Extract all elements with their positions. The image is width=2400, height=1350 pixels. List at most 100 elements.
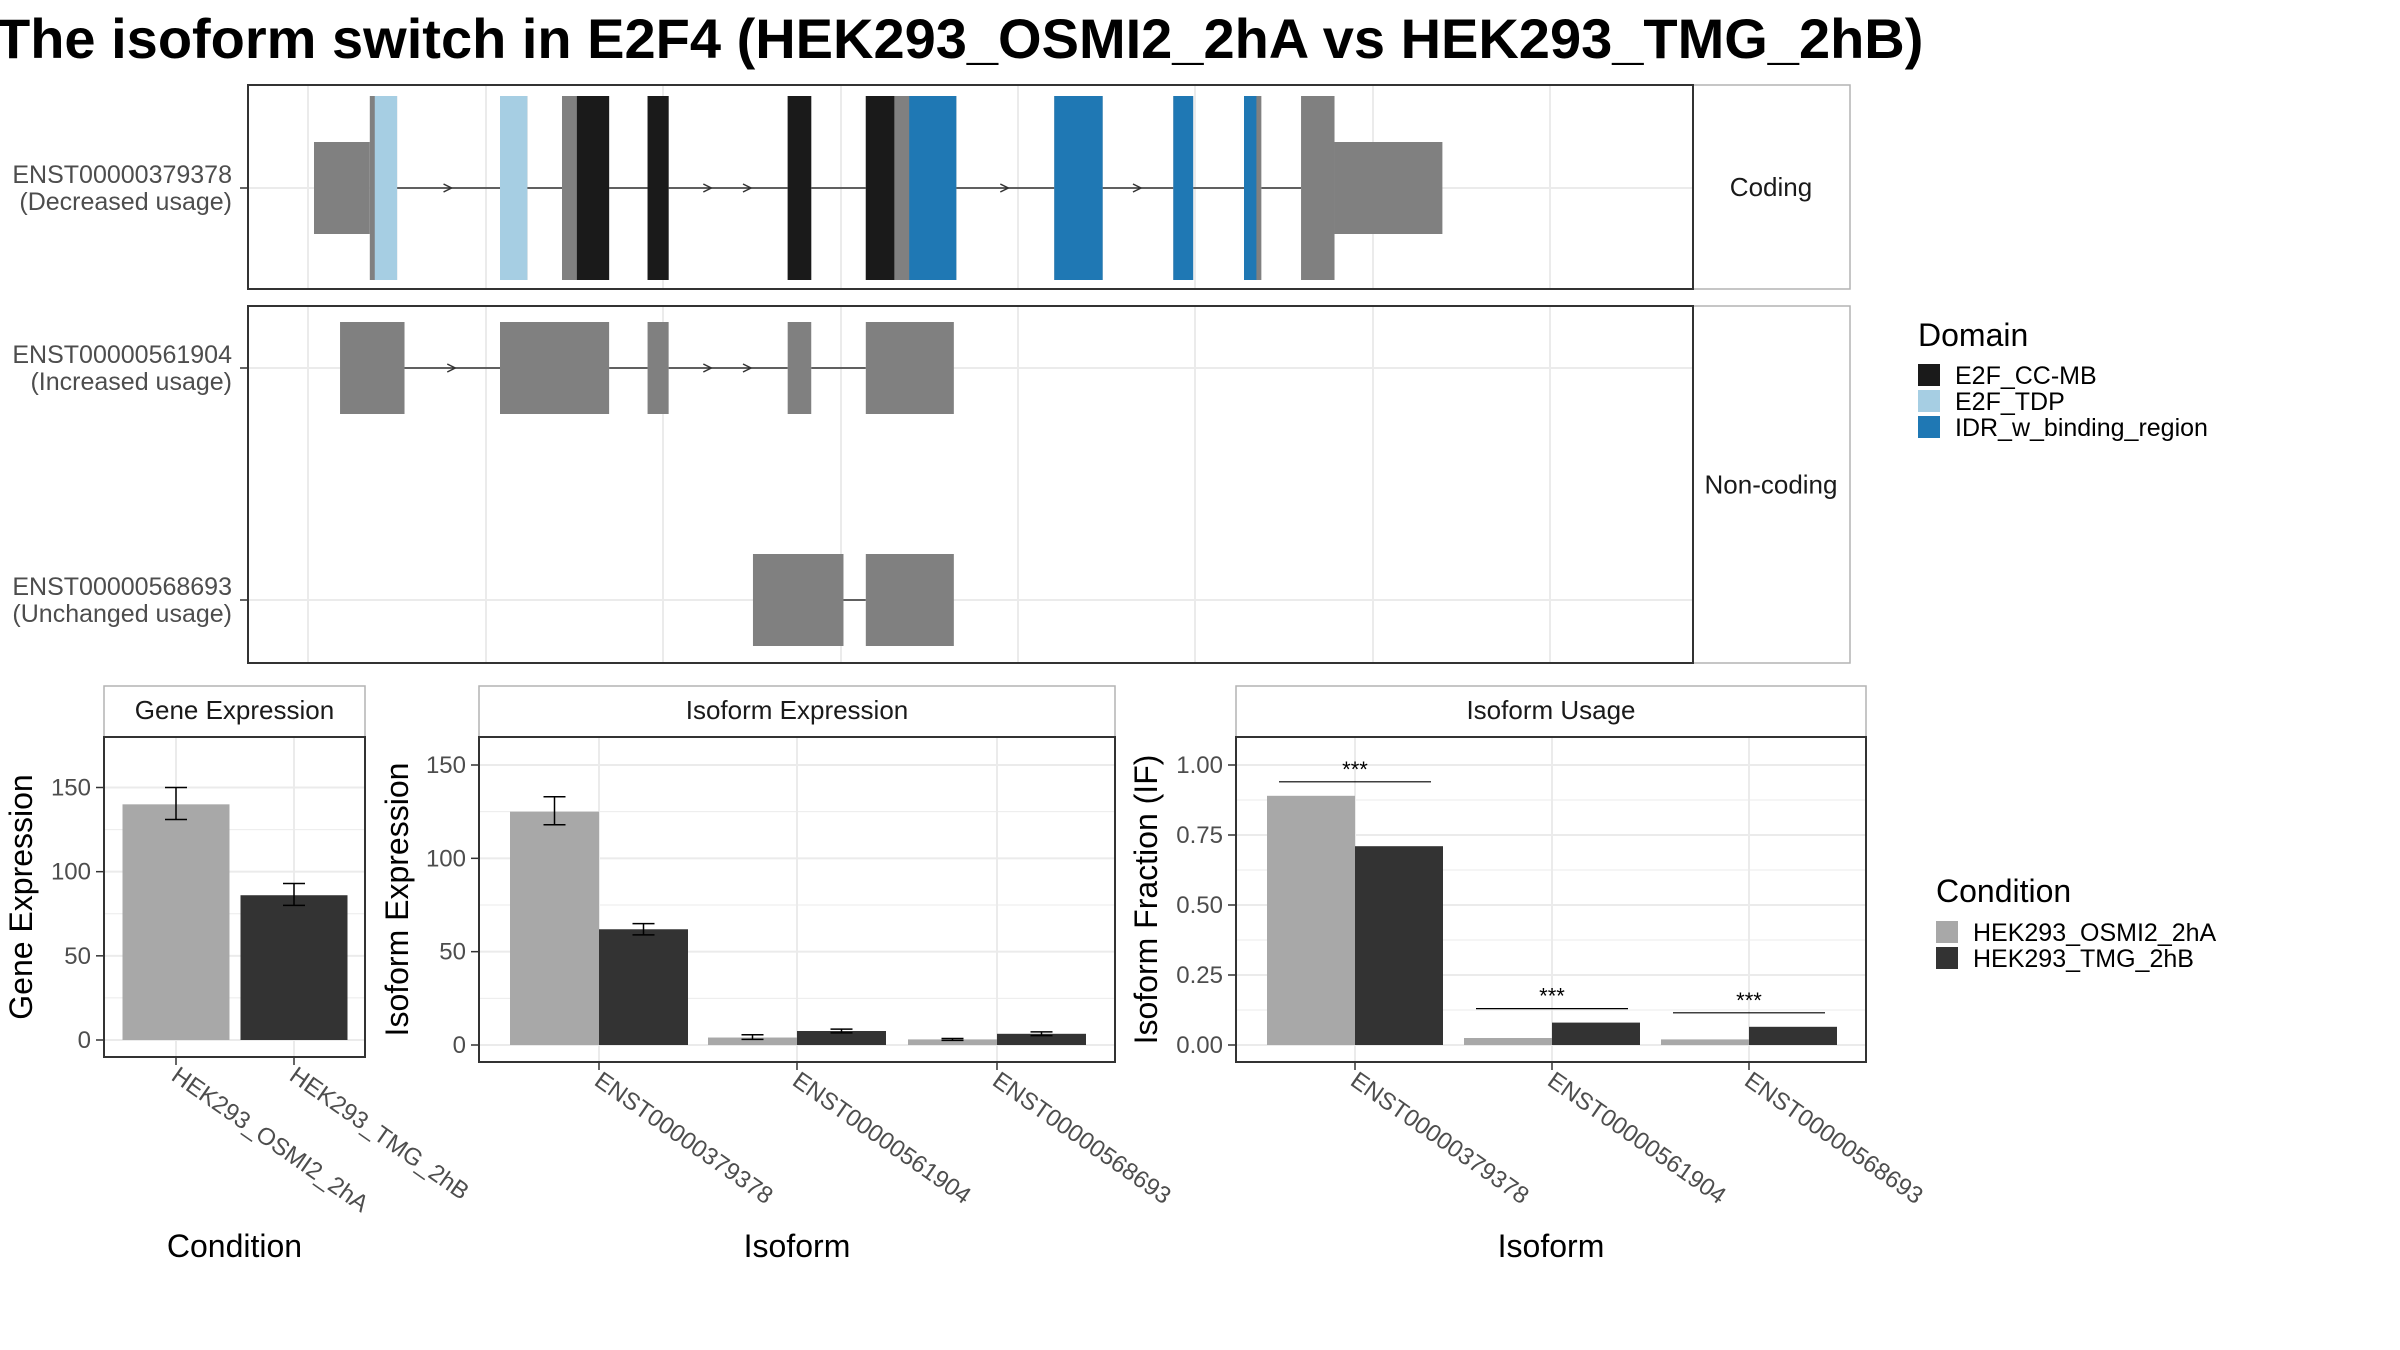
domain-e2f_cc-mb [787, 96, 812, 280]
isoform-usage-panel: Isoform Usage 0.00 0.25 0.50 0.75 1.00 ENST000… [1128, 685, 1928, 1264]
y-tick-label: 150 [426, 752, 466, 779]
domain-e2f_cc-mb [576, 96, 610, 280]
x-tick-label: HEK293_OSMI2_2hA [167, 1062, 374, 1218]
exon [647, 322, 669, 414]
domain-e2f_tdp [374, 96, 398, 280]
y-tick-label: 100 [426, 845, 466, 872]
y-tick-label: 0.25 [1176, 962, 1223, 989]
facet-label: Non-coding [1705, 470, 1838, 500]
bar [908, 1039, 997, 1045]
x-axis-title: Isoform [1498, 1228, 1605, 1264]
panel-title: Isoform Expression [686, 695, 909, 725]
bar [1267, 795, 1355, 1045]
bar [708, 1037, 797, 1045]
panel-border [247, 84, 1694, 290]
legend-label: E2F_CC-MB [1955, 362, 2097, 390]
x-tick-label: ENST00000568693 [988, 1067, 1176, 1210]
panel-background [248, 306, 1693, 663]
bar [997, 1033, 1086, 1045]
legend-key [1918, 364, 1940, 386]
panel-border [103, 736, 366, 1058]
panel-border [478, 736, 1116, 1063]
facet-strip [103, 685, 366, 738]
transcript-ENST00000379378 [314, 96, 1443, 280]
isoform-expression-panel: Isoform Expression 0 50 100 150 ENST000003793… [379, 685, 1176, 1264]
panel-title: Isoform Usage [1466, 695, 1635, 725]
bar [122, 804, 230, 1040]
bar [1749, 1026, 1837, 1045]
facet-strip [1692, 305, 1851, 664]
legend-label: HEK293_TMG_2hB [1973, 945, 2194, 973]
x-tick-label: ENST00000379378 [590, 1067, 778, 1210]
intron-arrow [999, 183, 1010, 193]
facet-strip [1235, 685, 1867, 738]
transcript-ENST00000561904 [340, 322, 954, 414]
legend-title: Domain [1918, 317, 2028, 353]
domain-legend: Domain E2F_CC-MBE2F_TDPIDR_w_binding_regi… [1918, 317, 2208, 442]
domain-e2f_cc-mb [865, 96, 895, 280]
y-tick-label: 100 [51, 859, 91, 886]
exon [1301, 96, 1335, 280]
legend-key [1936, 947, 1958, 969]
bar [240, 895, 348, 1040]
exon [340, 322, 405, 414]
transcript-label: ENST00000568693 [12, 573, 232, 601]
y-axis-title: Gene Expression [3, 774, 39, 1019]
significance-label: *** [1736, 988, 1762, 1013]
bar [510, 811, 599, 1045]
intron-arrow [702, 363, 713, 373]
exon [500, 322, 610, 414]
legend-title: Condition [1936, 873, 2071, 909]
transcript-usage-label: (Increased usage) [30, 368, 232, 396]
y-tick-label: 50 [439, 939, 466, 966]
panel-border [1235, 736, 1867, 1063]
intron-arrow [702, 183, 713, 193]
intron-arrow [742, 183, 753, 193]
y-tick-label: 1.00 [1176, 752, 1223, 779]
legend-key [1936, 921, 1958, 943]
intron-arrow [742, 363, 753, 373]
significance-label: *** [1539, 984, 1565, 1009]
transcript-label: ENST00000561904 [12, 341, 232, 369]
x-axis-title: Condition [167, 1228, 302, 1264]
y-tick-label: 0.75 [1176, 822, 1223, 849]
bar [1464, 1038, 1552, 1045]
y-tick-label: 0.50 [1176, 892, 1223, 919]
x-tick-label: ENST00000561904 [788, 1067, 976, 1210]
legend-label: IDR_w_binding_region [1955, 414, 2208, 442]
structure-panel-non-coding: Non-coding ENST00000561904(Increased usag… [12, 305, 1851, 664]
exon [752, 554, 844, 646]
x-tick-label: ENST00000561904 [1543, 1067, 1731, 1210]
facet-strip [1692, 84, 1851, 290]
x-axis-title: Isoform [744, 1228, 851, 1264]
y-tick-label: 0.00 [1176, 1032, 1223, 1059]
intron-arrow [443, 183, 454, 193]
legend-label: HEK293_OSMI2_2hA [1973, 919, 2217, 947]
exon [1334, 142, 1443, 234]
transcript-usage-label: (Decreased usage) [19, 188, 232, 216]
domain-idr_w_binding_region [1173, 96, 1194, 280]
panel-border [247, 305, 1694, 664]
domain-e2f_cc-mb [647, 96, 669, 280]
y-tick-label: 0 [453, 1032, 466, 1059]
bar [1552, 1022, 1640, 1045]
facet-label: Coding [1730, 172, 1812, 202]
plot-title: The isoform switch in E2F4 (HEK293_OSMI2… [0, 7, 1923, 70]
domain-idr_w_binding_region [909, 96, 957, 280]
bar [1661, 1039, 1749, 1045]
panel-title: Gene Expression [135, 695, 334, 725]
legend-key [1918, 416, 1940, 438]
legend-label: E2F_TDP [1955, 388, 2065, 416]
gene-structure-plot: Coding ENST00000379378(Decreased usage) No… [12, 84, 1851, 664]
exon [314, 142, 370, 234]
structure-panel-coding: Coding ENST00000379378(Decreased usage) [12, 84, 1851, 290]
domain-e2f_tdp [500, 96, 528, 280]
x-tick-label: ENST00000568693 [1740, 1067, 1928, 1210]
exon [865, 554, 954, 646]
exon [865, 322, 954, 414]
transcript-label: ENST00000379378 [12, 161, 232, 189]
facet-strip [478, 685, 1116, 738]
domain-idr_w_binding_region [1054, 96, 1103, 280]
transcript-ENST00000568693 [752, 554, 954, 646]
